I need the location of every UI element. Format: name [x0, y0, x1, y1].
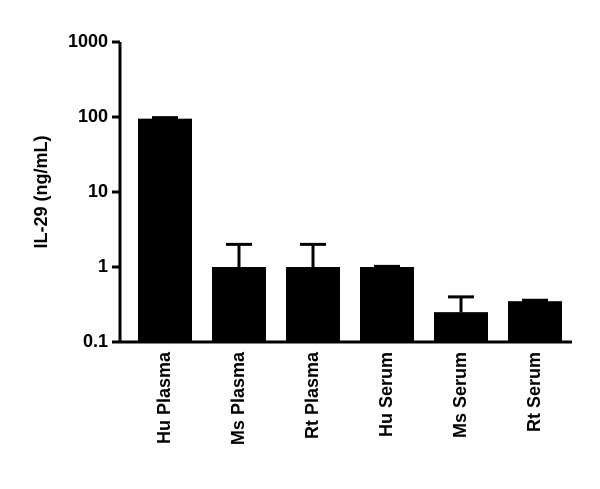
bar: [508, 301, 562, 342]
bar: [138, 118, 192, 342]
y-tick-label: 10: [88, 181, 108, 201]
x-tick-label: Rt Plasma: [302, 351, 322, 439]
y-tick-label: 1: [98, 256, 108, 276]
y-axis-label: IL-29 (ng/mL): [31, 136, 51, 249]
bar: [286, 267, 340, 342]
bar: [360, 267, 414, 342]
bar: [212, 267, 266, 342]
y-tick-label: 100: [78, 106, 108, 126]
x-tick-label: Rt Serum: [524, 352, 544, 432]
y-tick-label: 0.1: [83, 331, 108, 351]
x-tick-label: Ms Plasma: [228, 351, 248, 445]
x-tick-label: Ms Serum: [450, 352, 470, 438]
y-tick-label: 1000: [68, 31, 108, 51]
x-tick-label: Hu Serum: [376, 352, 396, 437]
bar: [434, 312, 488, 342]
x-tick-label: Hu Plasma: [154, 351, 174, 444]
